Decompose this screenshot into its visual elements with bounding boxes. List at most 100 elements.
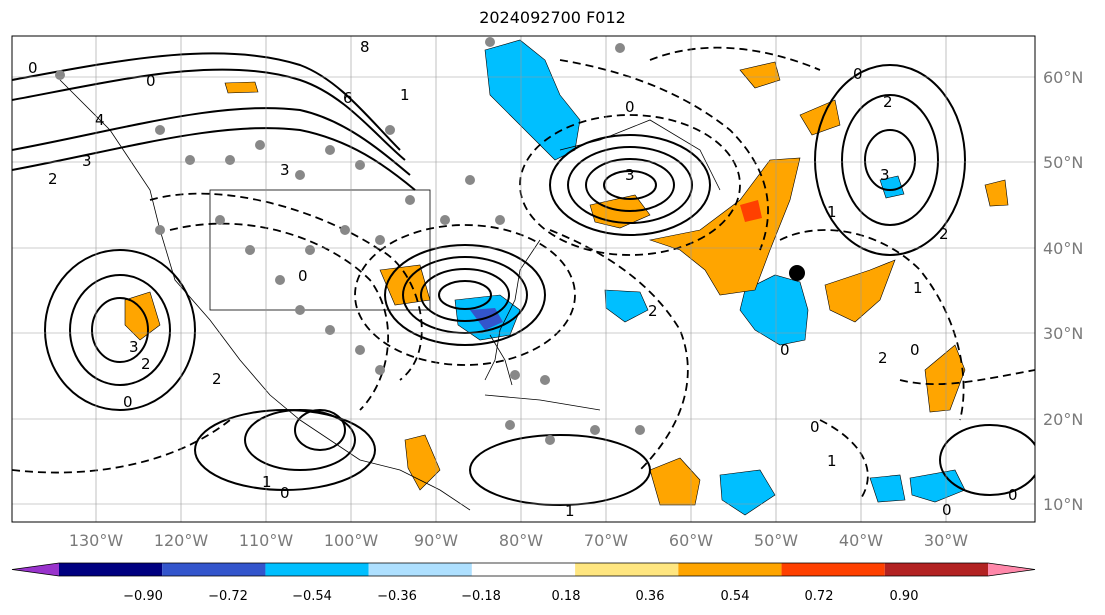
contour-label: 3 bbox=[280, 161, 290, 179]
dashed-7 bbox=[819, 419, 869, 501]
jet-contour-2 bbox=[12, 68, 406, 161]
contour-label: 0 bbox=[298, 267, 308, 285]
plot-title: 2024092700 F012 bbox=[479, 8, 626, 27]
stipple bbox=[495, 215, 505, 225]
colorbar-segment bbox=[368, 563, 472, 576]
dashed-5 bbox=[779, 229, 965, 421]
colorbar-extend-low bbox=[12, 563, 59, 576]
lat-label: 50°N bbox=[1043, 153, 1083, 172]
colorbar-ticks: −0.90 −0.72 −0.54 −0.36 −0.18 0.18 0.36 … bbox=[123, 589, 918, 604]
blue-anomaly-azores bbox=[879, 175, 905, 199]
contour-label: 4 bbox=[95, 111, 105, 129]
colorbar-tick-label: −0.18 bbox=[461, 589, 501, 604]
red-anomaly-atlantic bbox=[740, 200, 762, 222]
stipple bbox=[215, 215, 225, 225]
stipple bbox=[325, 145, 335, 155]
orange-anomaly-atlantic bbox=[648, 157, 801, 296]
lat-label: 40°N bbox=[1043, 239, 1083, 258]
stipple bbox=[510, 370, 520, 380]
high-azores-ring3 bbox=[864, 129, 916, 191]
coastlines bbox=[59, 79, 721, 511]
high-pacific-ring3 bbox=[91, 297, 149, 363]
blue-anomaly-east1 bbox=[869, 474, 906, 503]
lon-label: 80°W bbox=[499, 531, 543, 550]
contour-label: 3 bbox=[82, 152, 92, 170]
dashed-ring-ne bbox=[519, 114, 741, 256]
contour-label: 0 bbox=[780, 341, 790, 359]
stipple bbox=[185, 155, 195, 165]
dashed-2 bbox=[169, 222, 389, 411]
low-ne-ring2 bbox=[567, 146, 693, 224]
contour-label: 2 bbox=[878, 349, 888, 367]
shading-layer bbox=[124, 39, 1009, 516]
high-mexico-ring3 bbox=[294, 409, 346, 451]
contour-label: 1 bbox=[827, 452, 837, 470]
contour-label: 0 bbox=[810, 418, 820, 436]
low-gulf-ring3 bbox=[420, 268, 510, 322]
dashed-contour-layer bbox=[12, 46, 1035, 501]
lon-label: 130°W bbox=[69, 531, 124, 550]
blue-anomaly-labrador bbox=[484, 39, 581, 161]
high-azores-ring2 bbox=[841, 94, 939, 226]
lon-label: 30°W bbox=[924, 531, 968, 550]
contour-label: 1 bbox=[565, 502, 575, 520]
contour-label: 0 bbox=[1008, 486, 1018, 504]
colorbar-tick-label: 0.90 bbox=[890, 589, 919, 604]
low-center-gulf bbox=[384, 244, 546, 346]
stipple bbox=[255, 140, 265, 150]
colorbar-segment bbox=[575, 563, 679, 576]
longitude-axis: 130°W 120°W 110°W 100°W 90°W 80°W 70°W 6… bbox=[69, 531, 968, 550]
dashed-4 bbox=[559, 59, 769, 251]
stipple bbox=[440, 215, 450, 225]
stipple bbox=[385, 125, 395, 135]
contour-label: 2 bbox=[141, 355, 151, 373]
colorbar-tick-label: −0.72 bbox=[208, 589, 248, 604]
stipple bbox=[375, 235, 385, 245]
contour-label: 0 bbox=[280, 484, 290, 502]
contour-label: 0 bbox=[910, 341, 920, 359]
contour-label: 0 bbox=[853, 65, 863, 83]
contour-label: 8 bbox=[360, 38, 370, 56]
orange-anomaly-central-am bbox=[404, 434, 441, 491]
colorbar-tick-label: 0.18 bbox=[552, 589, 581, 604]
contour-label: 1 bbox=[400, 86, 410, 104]
contour-layer bbox=[12, 52, 1035, 506]
stipple bbox=[635, 425, 645, 435]
coast-caribbean bbox=[484, 394, 601, 411]
colorbar-tick-label: −0.36 bbox=[377, 589, 417, 604]
orange-anomaly-ne-top bbox=[739, 61, 781, 89]
contour-label: 2 bbox=[48, 170, 58, 188]
colorbar-segment bbox=[59, 563, 163, 576]
orange-anomaly-pacific bbox=[124, 291, 161, 341]
stipple bbox=[325, 325, 335, 335]
low-ne-ring3 bbox=[585, 158, 675, 212]
dashed-3 bbox=[549, 229, 689, 471]
stipple bbox=[155, 125, 165, 135]
lon-label: 70°W bbox=[584, 531, 628, 550]
contour-label: 3 bbox=[880, 166, 890, 184]
stipple bbox=[355, 345, 365, 355]
stipple bbox=[545, 435, 555, 445]
contour-label: 2 bbox=[648, 302, 658, 320]
colorbar-segment bbox=[162, 563, 266, 576]
latitude-axis: 60°N 50°N 40°N 30°N 20°N 10°N bbox=[1043, 68, 1083, 514]
stipple bbox=[505, 420, 515, 430]
contour-label: 3 bbox=[625, 166, 635, 184]
stippling bbox=[55, 37, 645, 445]
blue-anomaly-atlantic bbox=[739, 274, 809, 346]
lat-label: 30°N bbox=[1043, 324, 1083, 343]
position-marker bbox=[789, 265, 805, 281]
stipple bbox=[340, 225, 350, 235]
stipple bbox=[615, 43, 625, 53]
coast-canada bbox=[559, 119, 721, 191]
high-pacific-ring2 bbox=[69, 274, 171, 386]
colorbar-tick-label: −0.54 bbox=[292, 589, 332, 604]
lat-label: 10°N bbox=[1043, 495, 1083, 514]
orange-anomaly-28w bbox=[924, 344, 966, 413]
low-ne-ring4 bbox=[603, 170, 657, 200]
contour-label: 1 bbox=[913, 279, 923, 297]
high-center-azores bbox=[814, 64, 966, 256]
high-center-mexico bbox=[194, 409, 376, 491]
colorbar bbox=[11, 562, 1036, 577]
